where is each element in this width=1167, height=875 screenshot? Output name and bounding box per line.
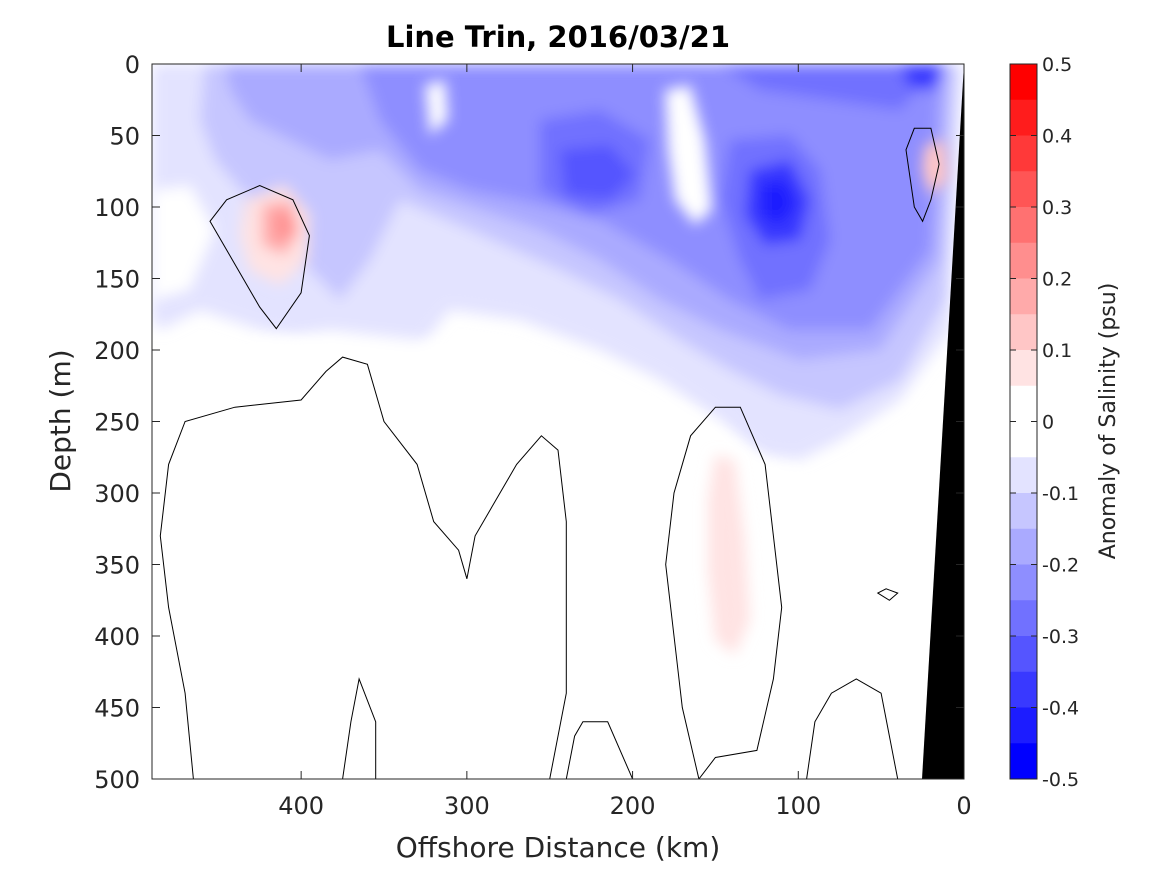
colorbar-tick-label: -0.2 [1042,555,1079,577]
x-tick-label: 300 [444,792,490,820]
zero-contour-5 [806,678,899,779]
zero-contour-6 [905,127,940,223]
y-axis-label: Depth (m) [44,349,77,492]
zero-contour-2 [665,406,783,779]
colorbar-swatch [1010,600,1037,637]
colorbar-tick-label: -0.4 [1042,698,1079,720]
colorbar-tick-label: 0.3 [1042,197,1072,219]
zero-contours [159,127,940,779]
x-tick-label: 100 [775,792,821,820]
x-axis: 400 300 200 100 0 [278,64,972,820]
anomaly-region-minus-0.3c [720,64,940,110]
colorbar-swatch [1010,707,1037,744]
y-tick-label: 200 [94,337,140,365]
positive-anomaly-coast [922,140,948,195]
colorbar-tick-label: 0.4 [1042,126,1072,148]
colorbar-tick-label: -0.3 [1042,626,1079,648]
colorbar-swatch [1010,636,1037,673]
y-tick-label: 500 [94,766,140,794]
y-axis: 0 50 100 150 200 250 300 350 400 450 500 [94,51,964,794]
colorbar-tick-label: -0.5 [1042,769,1079,791]
anomaly-gap-2 [425,80,448,135]
y-tick-label: 150 [94,266,140,294]
colorbar-swatch [1010,171,1037,208]
y-tick-label: 0 [125,51,140,79]
y-tick-label: 250 [94,409,140,437]
anomaly-region-minus-0.35c [900,64,945,90]
colorbar-swatch [1010,135,1037,172]
colorbar-label: Anomaly of Salinity (psu) [1096,283,1121,560]
x-axis-label: Offshore Distance (km) [396,831,721,864]
colorbar-tick-label: 0.1 [1042,340,1072,362]
colorbar-swatch [1010,207,1037,244]
colorbar-swatch [1010,99,1037,136]
zero-contour-4 [565,721,634,779]
positive-anomaly-lens-center [275,212,292,240]
zero-contour-1 [159,356,567,779]
deep-neutral-region [152,330,930,779]
y-tick-label: 400 [94,623,140,651]
chart-title: Line Trin, 2016/03/21 [386,20,730,54]
anomaly-region-minus-0.45 [762,180,795,225]
colorbar-tick-label: 0 [1042,412,1054,434]
y-tick-label: 100 [94,194,140,222]
colorbar-swatch [1010,493,1037,530]
salinity-field [152,64,964,779]
bathymetry-mask [922,64,964,779]
colorbar-tick-label: 0.5 [1042,54,1072,76]
colorbar-swatch [1010,278,1037,315]
anomaly-gap-3 [152,185,215,300]
colorbar-swatch [1010,564,1037,601]
colorbar-swatch [1010,528,1037,565]
x-tick-label: 400 [278,792,324,820]
colorbar: 0.5 0.4 0.3 0.2 0.1 0 -0.1 -0.2 -0.3 -0.4 -0.5 [1009,54,1079,791]
zero-contour-3 [342,677,377,779]
colorbar-swatch [1010,743,1037,780]
colorbar-tick-label: 0.2 [1042,269,1072,291]
colorbar-tick-label: -0.1 [1042,483,1079,505]
x-tick-label: 200 [610,792,656,820]
zero-contour-0 [209,185,310,330]
colorbar-swatch [1010,64,1037,101]
zero-contour-7 [876,588,899,601]
anomaly-region-minus-0.35 [560,145,635,200]
y-tick-label: 50 [109,123,140,151]
colorbar-swatch [1010,242,1037,279]
x-tick-label: 0 [956,792,971,820]
anomaly-gap-1 [665,85,712,225]
colorbar-swatch [1010,350,1037,387]
positive-anomaly-deep [708,455,750,655]
colorbar-swatch [1010,314,1037,351]
colorbar-swatch [1010,457,1037,494]
y-tick-label: 350 [94,552,140,580]
y-tick-label: 450 [94,695,140,723]
y-tick-label: 300 [94,480,140,508]
colorbar-swatch [1010,671,1037,708]
